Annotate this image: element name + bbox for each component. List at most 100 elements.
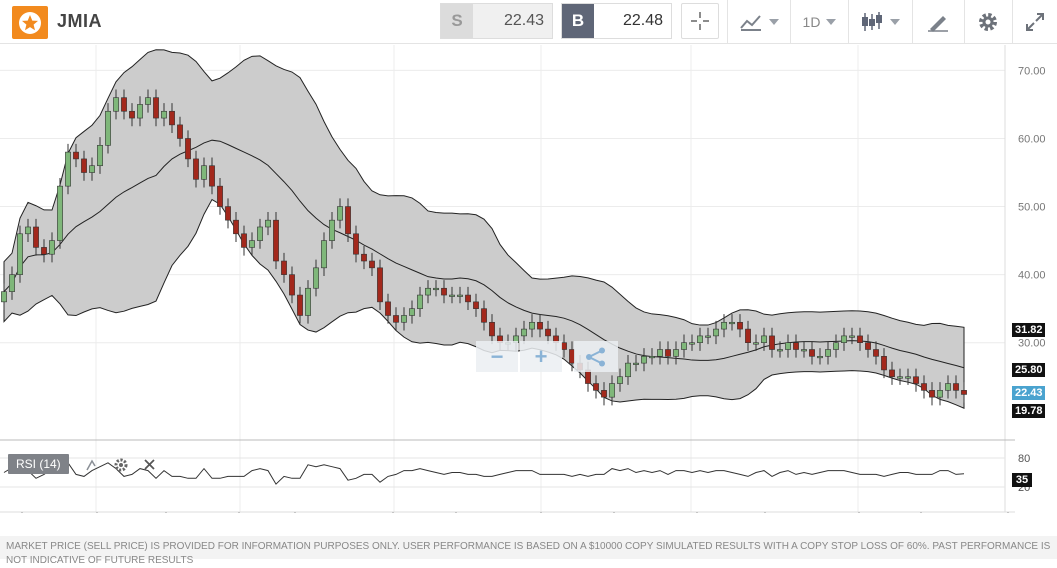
rsi-value-badge: 35 <box>1012 473 1032 487</box>
draw-tool-button[interactable] <box>912 0 962 44</box>
rsi-indicator-label[interactable]: RSI (14) <box>8 454 69 474</box>
bull-candle <box>113 97 119 112</box>
candles <box>1 89 967 406</box>
bull-candle <box>433 287 439 291</box>
middle-band-badge: 25.80 <box>1012 363 1045 377</box>
candlestick-icon <box>861 12 882 31</box>
bear-candle <box>273 219 279 262</box>
buy-tag: B <box>562 4 594 38</box>
gear-icon <box>978 13 997 31</box>
bear-candle <box>873 349 879 357</box>
bear-candle <box>809 349 815 357</box>
bull-candle <box>257 226 263 241</box>
top-toolbar: JMIA S 22.43 B 22.48 1D <box>0 0 1057 44</box>
expand-icon <box>1026 13 1044 31</box>
bear-candle <box>169 110 175 126</box>
time-axis: 14Feb14Mar14Apr14May14Jun14Jul14Au <box>0 511 1015 513</box>
bull-candle <box>801 349 807 352</box>
bull-candle <box>681 342 687 350</box>
bear-candle <box>233 219 239 235</box>
rsi-line <box>3 459 965 485</box>
bear-candle <box>881 356 887 371</box>
bull-candle <box>729 321 735 325</box>
sell-tag: S <box>441 4 473 38</box>
bear-candle <box>857 335 863 344</box>
sell-price: 22.43 <box>503 12 544 29</box>
bear-candle <box>177 124 183 139</box>
bear-candle <box>793 342 799 350</box>
share-button[interactable] <box>574 341 618 372</box>
bear-candle <box>889 369 895 378</box>
bear-candle <box>385 301 391 316</box>
bear-candle <box>545 328 551 337</box>
indicator-cursor-icon[interactable] <box>86 459 96 471</box>
price-tick-label: 70.00 <box>1018 65 1046 77</box>
bear-candle <box>209 165 215 187</box>
zoom-in-button[interactable]: + <box>520 341 562 372</box>
bull-candle <box>89 165 95 173</box>
bull-candle <box>817 356 823 359</box>
chevron-down-icon <box>826 19 837 25</box>
bull-candle <box>529 321 535 330</box>
bear-candle <box>593 383 599 391</box>
chart-type-line-icon <box>739 15 761 31</box>
price-tick-label: 50.00 <box>1018 202 1046 214</box>
bull-candle <box>249 240 255 248</box>
close-icon[interactable] <box>144 459 155 470</box>
bear-candle <box>953 383 959 391</box>
bull-candle <box>265 219 271 228</box>
upper-band-badge: 31.82 <box>1012 323 1045 337</box>
bull-candle <box>97 144 103 167</box>
crosshair-button[interactable] <box>681 3 719 39</box>
bull-candle <box>849 335 855 338</box>
minus-icon: − <box>490 343 504 369</box>
buy-price: 22.48 <box>622 12 663 29</box>
instrument-logo <box>12 6 48 39</box>
buy-price-button[interactable]: B 22.48 <box>561 3 672 39</box>
bear-candle <box>737 321 743 330</box>
bear-candle <box>121 97 127 112</box>
bull-candle <box>1 291 7 303</box>
gear-icon[interactable] <box>114 458 128 472</box>
bull-candle <box>945 383 951 391</box>
bear-candle <box>665 349 671 357</box>
instrument-symbol: JMIA <box>57 11 103 31</box>
bull-candle <box>425 287 431 296</box>
bull-candle <box>449 294 455 297</box>
bull-candle <box>641 356 647 364</box>
bear-candle <box>361 253 367 262</box>
bear-candle <box>473 301 479 309</box>
bull-candle <box>201 165 207 180</box>
bull-candle <box>105 110 111 146</box>
bear-candle <box>929 390 935 398</box>
bull-candle <box>841 335 847 344</box>
bear-candle <box>353 233 359 255</box>
bull-candle <box>761 335 767 344</box>
bear-candle <box>241 233 247 248</box>
bear-candle <box>73 151 79 160</box>
bull-candle <box>57 185 63 241</box>
bear-candle <box>297 294 303 316</box>
bull-candle <box>657 349 663 357</box>
price-tick-label: 30.00 <box>1018 338 1046 350</box>
bear-candle <box>193 158 199 180</box>
timeframe-dropdown[interactable]: 1D <box>790 0 848 44</box>
bull-candle <box>409 308 415 316</box>
chart-type-button[interactable] <box>727 0 789 44</box>
bull-candle <box>697 335 703 344</box>
zoom-out-button[interactable]: − <box>476 341 518 372</box>
bear-candle <box>289 274 295 296</box>
bull-candle <box>305 287 311 316</box>
plus-icon: + <box>534 343 548 369</box>
sell-price-button[interactable]: S 22.43 <box>440 3 553 39</box>
bull-candle <box>145 97 151 105</box>
chevron-down-icon <box>889 19 900 25</box>
bull-candle <box>617 376 623 384</box>
candle-type-button[interactable] <box>848 0 910 44</box>
expand-button[interactable] <box>1012 0 1057 44</box>
settings-button[interactable] <box>964 0 1010 44</box>
bull-candle <box>417 294 423 309</box>
bull-candle <box>313 267 319 289</box>
bull-candle <box>713 328 719 337</box>
